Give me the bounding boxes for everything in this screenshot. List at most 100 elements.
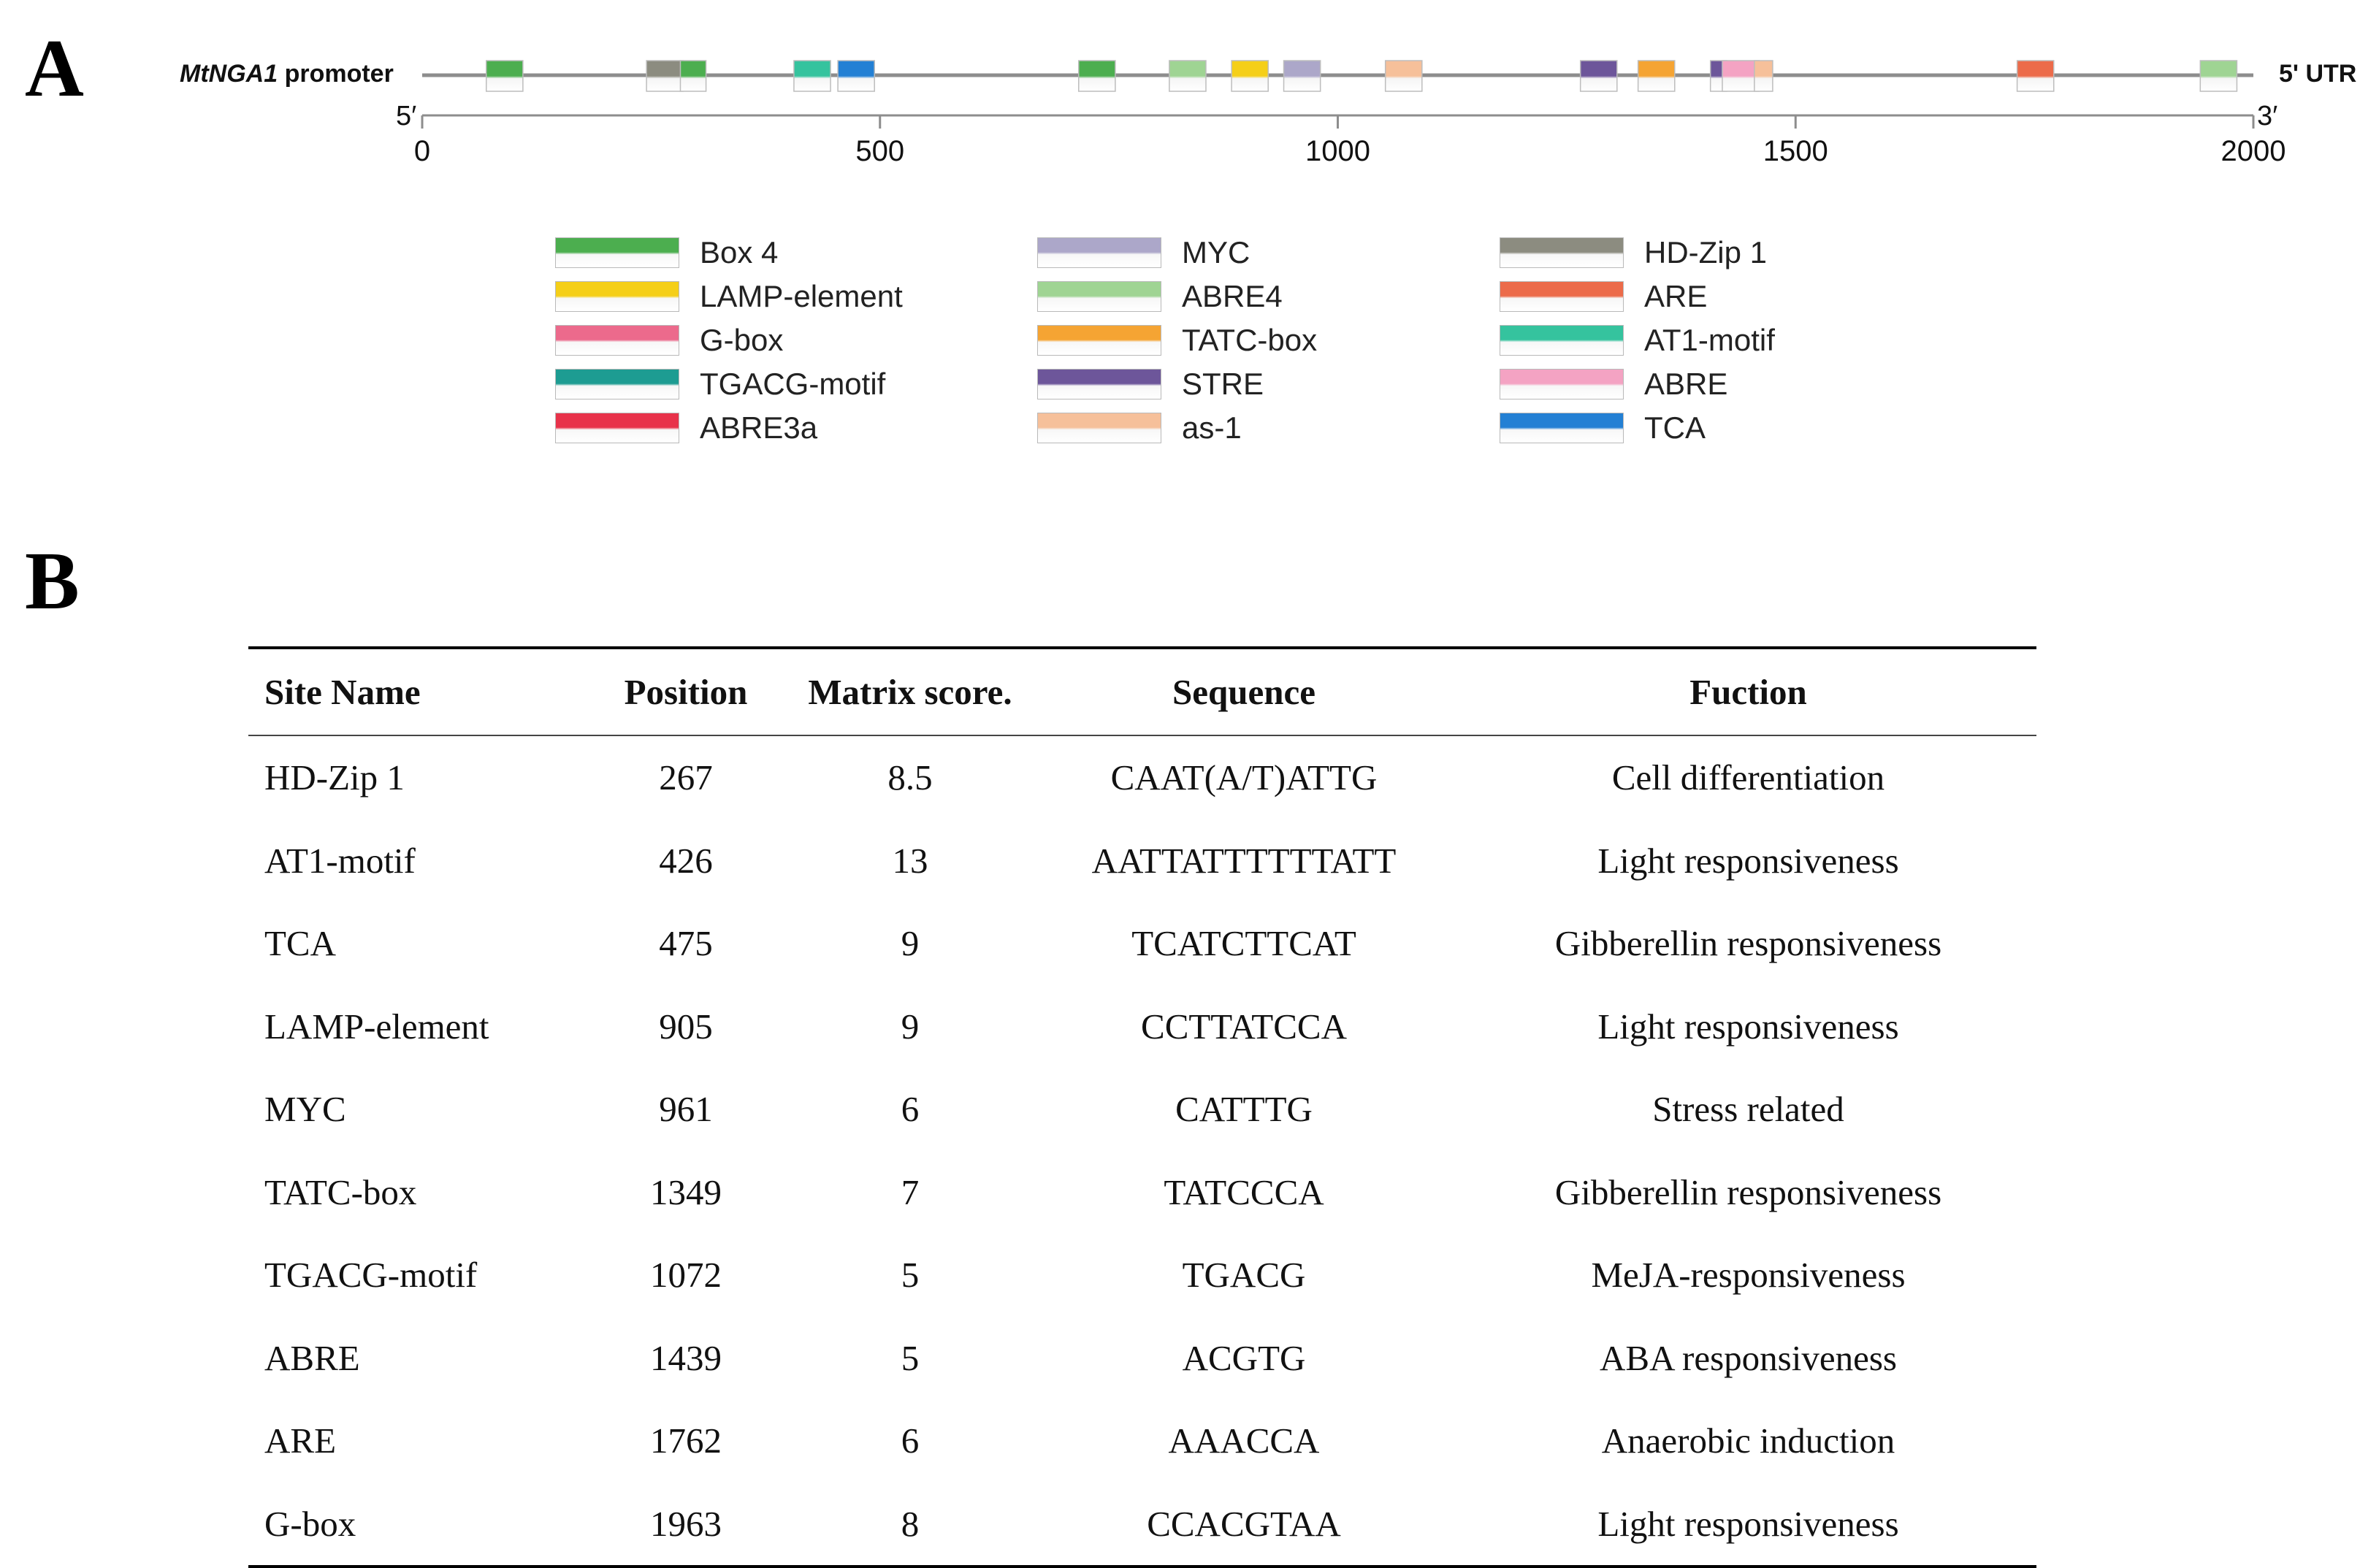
table-row: TCA 475 9 TCATCTTCAT Gibberellin responsiven… — [248, 902, 2036, 985]
cis-element-box — [1722, 60, 1760, 92]
utr-label: 5' UTR — [2279, 60, 2357, 88]
table-row: AT1-motif 426 13 AATTATTTTTTATT Light respon… — [248, 819, 2036, 903]
cell-sequence: TATCCCA — [1164, 1171, 1324, 1212]
cell-position: 426 — [659, 840, 713, 881]
cell-matrix-score: 13 — [892, 840, 928, 881]
axis-tick-layer: 0 500 1000 1500 2000 — [414, 115, 2286, 167]
cis-element-box — [2016, 60, 2055, 92]
cis-element-box — [837, 60, 875, 92]
header-position: Position — [579, 646, 793, 736]
cell-position: 961 — [659, 1089, 713, 1130]
cis-element-box — [1078, 60, 1116, 92]
header-function: Fuction — [1460, 646, 2036, 736]
legend-item: STRE — [1037, 362, 1317, 406]
legend-swatch — [1500, 413, 1624, 443]
panel-b-label: B — [25, 536, 80, 627]
legend-swatch — [1037, 413, 1161, 443]
cis-element-box — [2199, 60, 2238, 92]
cell-function: Gibberellin responsiveness — [1554, 923, 1942, 964]
cell-function: Cell differentiation — [1611, 757, 1885, 798]
axis-tick-label: 2000 — [2221, 135, 2286, 167]
legend-item: AT1-motif — [1500, 318, 1775, 362]
legend-swatch — [555, 369, 679, 399]
cell-function: Anaerobic induction — [1601, 1420, 1895, 1461]
legend-swatch — [555, 281, 679, 312]
cis-element-box — [793, 60, 831, 92]
table-row: MYC 961 6 CATTTG Stress related — [248, 1068, 2036, 1151]
legend-item: ABRE — [1500, 362, 1775, 406]
cell-function: Stress related — [1652, 1089, 1844, 1130]
cell-matrix-score: 8.5 — [887, 757, 933, 798]
cis-element-box — [1169, 60, 1207, 92]
legend-swatch — [1037, 369, 1161, 399]
header-sequence: Sequence — [1028, 646, 1460, 736]
cell-function: Light responsiveness — [1597, 1006, 1899, 1047]
legend-column-3: HD-Zip 1 ARE AT1-motif ABRE TCA — [1500, 231, 1775, 450]
table-row: ARE 1762 6 AAACCA Anaerobic induction — [248, 1399, 2036, 1483]
promoter-map: 0 500 1000 1500 2000 — [414, 60, 2286, 167]
legend-label: HD-Zip 1 — [1644, 235, 1768, 269]
promoter-word: promoter — [284, 60, 394, 88]
cell-function: Light responsiveness — [1597, 840, 1899, 881]
cell-matrix-score: 8 — [793, 1482, 1028, 1568]
cell-sequence: AAACCA — [1168, 1420, 1320, 1461]
table-row: LAMP-element 905 9 CCTTATCCA Light responsiv… — [248, 985, 2036, 1068]
axis-tick-label: 500 — [855, 135, 904, 167]
cell-site-name: LAMP-element — [264, 1006, 489, 1047]
cis-element-box — [1579, 60, 1618, 92]
cell-sequence: CCACGTAA — [1028, 1482, 1460, 1568]
legend-swatch — [555, 325, 679, 356]
cell-sequence: ACGTG — [1182, 1337, 1306, 1378]
cell-position: 1963 — [579, 1482, 793, 1568]
cell-matrix-score: 7 — [901, 1171, 920, 1212]
cis-element-box — [1231, 60, 1269, 92]
axis-tick-label: 1500 — [1763, 135, 1828, 167]
cis-element-box — [646, 60, 684, 92]
legend-label: MYC — [1182, 235, 1250, 269]
legend-label: ABRE4 — [1182, 279, 1283, 313]
legend-item: TCA — [1500, 406, 1775, 450]
legend-item: LAMP-element — [555, 275, 903, 318]
header-site-name: Site Name — [248, 646, 579, 736]
cell-site-name: MYC — [264, 1089, 346, 1130]
legend-swatch — [1500, 237, 1624, 268]
legend-swatch — [1037, 325, 1161, 356]
cell-sequence: CAAT(A/T)ATTG — [1110, 757, 1378, 798]
legend-swatch — [1500, 281, 1624, 312]
cell-position: 267 — [659, 757, 713, 798]
table-row: TATC-box 1349 7 TATCCCA Gibberellin responsi… — [248, 1151, 2036, 1234]
axis-tick-label: 1000 — [1305, 135, 1370, 167]
legend-item: MYC — [1037, 231, 1317, 275]
legend-label: TATC-box — [1182, 323, 1318, 357]
legend-label: LAMP-element — [700, 279, 903, 313]
cell-sequence: AATTATTTTTTATT — [1091, 840, 1397, 881]
cell-position: 1439 — [650, 1337, 722, 1378]
cis-element-table: Site Name Position Matrix score. Sequenc… — [248, 646, 2036, 1568]
cell-site-name: ABRE — [264, 1337, 360, 1378]
cis-element-box — [1754, 60, 1773, 92]
legend-swatch — [1500, 369, 1624, 399]
cis-element-box — [679, 60, 707, 92]
cell-position: 1349 — [650, 1171, 722, 1212]
cell-sequence: CATTTG — [1175, 1089, 1313, 1130]
legend-label: as-1 — [1182, 410, 1242, 445]
legend-label: AT1-motif — [1644, 323, 1775, 357]
legend-item: TATC-box — [1037, 318, 1317, 362]
three-prime-end-label: 3′ — [2257, 101, 2278, 131]
cell-sequence: TGACG — [1182, 1255, 1306, 1296]
legend-label: ABRE3a — [700, 410, 818, 445]
legend-item: ABRE4 — [1037, 275, 1317, 318]
cell-matrix-score: 5 — [901, 1337, 920, 1378]
cell-matrix-score: 6 — [901, 1089, 920, 1130]
cell-position: 1072 — [650, 1255, 722, 1296]
cis-element-box — [1637, 60, 1676, 92]
legend-item: TGACG-motif — [555, 362, 903, 406]
legend-label: ABRE — [1644, 367, 1728, 401]
legend-swatch — [1500, 325, 1624, 356]
legend-column-1: Box 4 LAMP-element G-box TGACG-motif ABRE3a — [555, 231, 903, 450]
legend-swatch — [1037, 237, 1161, 268]
table-row: HD-Zip 1 267 8.5 CAAT(A/T)ATTG Cell differen… — [248, 735, 2036, 819]
legend-swatch — [1037, 281, 1161, 312]
legend-label: G-box — [700, 323, 784, 357]
cell-matrix-score: 9 — [901, 1006, 920, 1047]
